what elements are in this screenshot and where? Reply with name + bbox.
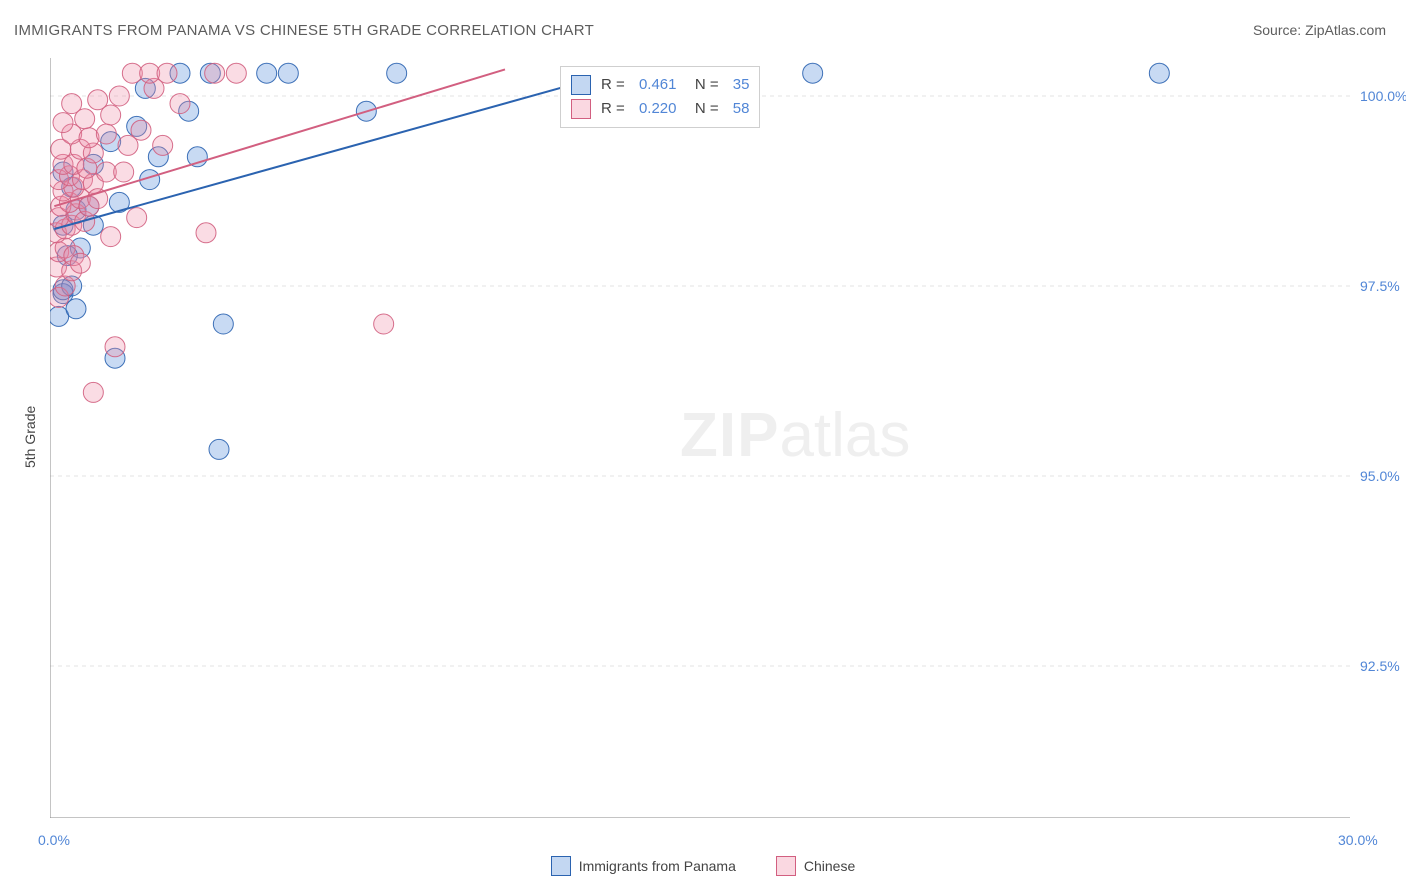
stat-r-label: R = bbox=[601, 97, 629, 121]
y-axis-label: 5th Grade bbox=[22, 406, 38, 468]
x-tick-label: 0.0% bbox=[38, 832, 70, 848]
stat-legend-row: R = 0.461 N = 35 bbox=[571, 73, 749, 97]
y-tick-label: 100.0% bbox=[1360, 88, 1406, 104]
legend-swatch bbox=[571, 99, 591, 119]
stat-legend: R = 0.461 N = 35R = 0.220 N = 58 bbox=[560, 66, 760, 128]
stat-n-label: N = bbox=[686, 97, 722, 121]
legend-swatch bbox=[571, 75, 591, 95]
legend-swatch bbox=[776, 856, 796, 876]
stat-n-value: 58 bbox=[733, 97, 750, 121]
stat-r-value: 0.461 bbox=[639, 73, 677, 97]
stat-n-value: 35 bbox=[733, 73, 750, 97]
chart-title: IMMIGRANTS FROM PANAMA VS CHINESE 5TH GR… bbox=[14, 22, 594, 39]
y-tick-label: 92.5% bbox=[1360, 658, 1400, 674]
legend-swatch bbox=[551, 856, 571, 876]
legend-label: Chinese bbox=[804, 858, 855, 874]
legend-item: Chinese bbox=[776, 856, 855, 876]
bottom-legend: Immigrants from Panama Chinese bbox=[0, 856, 1406, 876]
source-label: Source: ZipAtlas.com bbox=[1253, 22, 1386, 38]
stat-r-label: R = bbox=[601, 73, 629, 97]
x-tick-label: 30.0% bbox=[1338, 832, 1378, 848]
y-tick-label: 97.5% bbox=[1360, 278, 1400, 294]
stat-n-label: N = bbox=[686, 73, 722, 97]
scatter-plot bbox=[50, 58, 1350, 818]
y-tick-label: 95.0% bbox=[1360, 468, 1400, 484]
stat-r-value: 0.220 bbox=[639, 97, 677, 121]
stat-legend-row: R = 0.220 N = 58 bbox=[571, 97, 749, 121]
legend-label: Immigrants from Panama bbox=[579, 858, 736, 874]
legend-item: Immigrants from Panama bbox=[551, 856, 736, 876]
